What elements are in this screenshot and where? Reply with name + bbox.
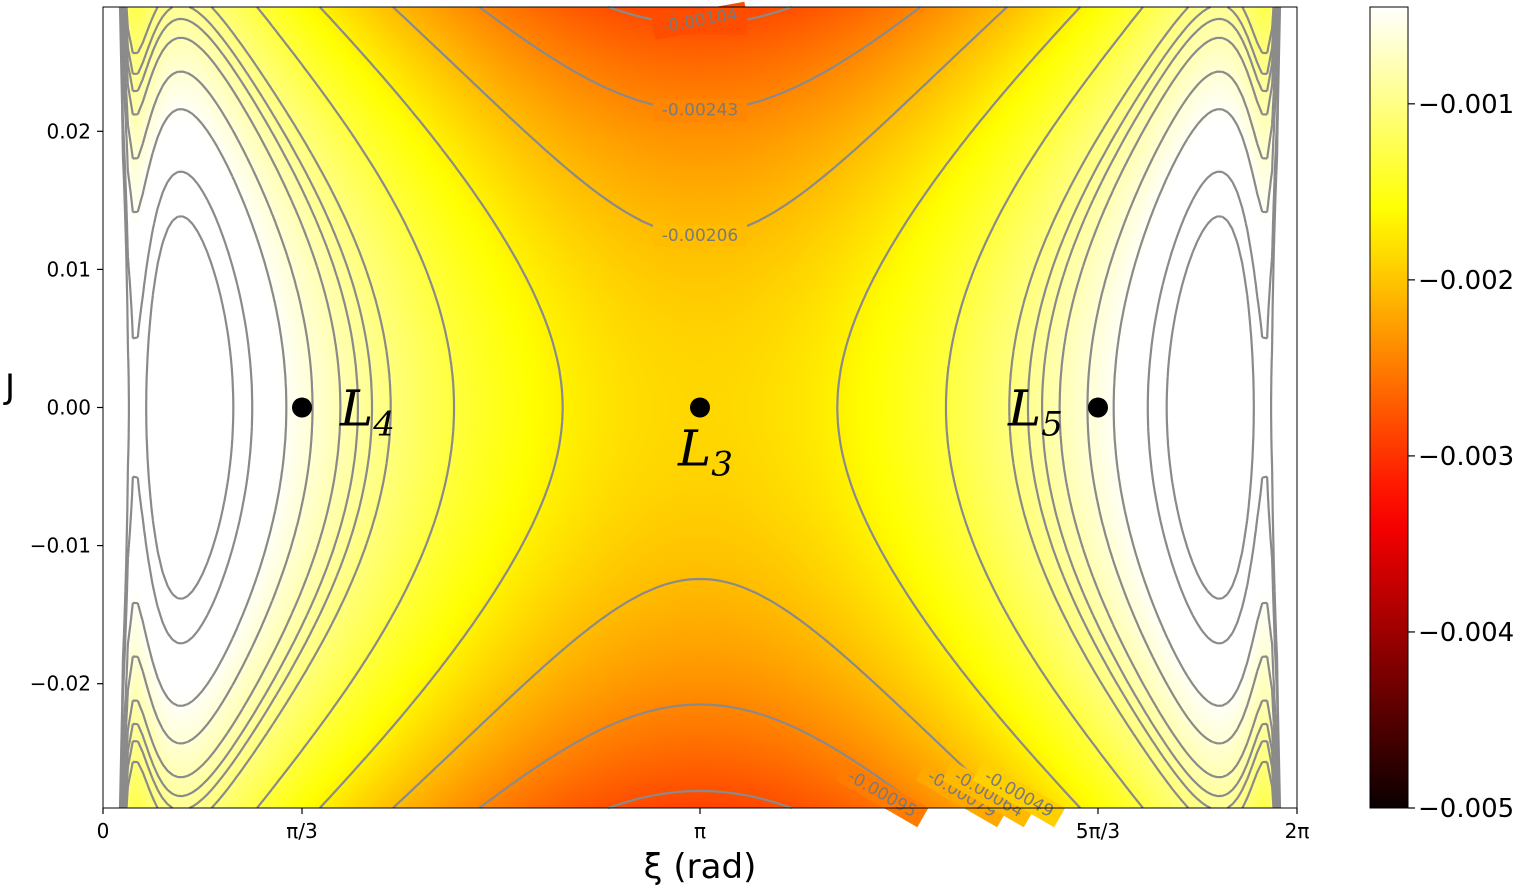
x-tick-label: π: [694, 819, 706, 843]
contour-label: -0.00243: [653, 99, 747, 122]
x-tick-label: 2π: [1285, 819, 1310, 843]
point-L5-marker: [1088, 397, 1108, 418]
colorbar: −0.001 −0.002 −0.003 −0.004 −0.005: [1369, 6, 1514, 824]
contour-line-4: [392, 6, 1008, 809]
y-axis-title: J: [3, 367, 15, 407]
x-tick-label: 5π/3: [1076, 819, 1120, 843]
contour-line-5: [319, 6, 1081, 809]
x-axis-title: ξ (rad): [644, 847, 757, 887]
y-tick-label: 0.02: [46, 119, 91, 143]
x-tick-label: 0: [97, 819, 110, 843]
contour-label-text: -0.00206: [662, 226, 738, 246]
colorbar-tick-label: −0.003: [1418, 442, 1514, 472]
colorbar-tick-label: −0.001: [1418, 90, 1514, 120]
axes: 0 π/3 π 5π/3 2π 0.02 0.01 0.00 −0.01 −0.02: [30, 6, 1310, 843]
contour-line-16: [123, 6, 1277, 809]
colorbar-gradient: [1369, 6, 1409, 809]
colorbar-ticks: −0.001 −0.002 −0.003 −0.004 −0.005: [1408, 90, 1514, 824]
contour-line-7: [125, 6, 1275, 809]
x-tick-label: π/3: [286, 819, 318, 843]
point-L3-marker: [690, 397, 710, 418]
point-L4-label: L4: [339, 380, 395, 445]
contour-line-15: [118, 6, 1282, 809]
colorbar-tick-label: −0.002: [1418, 266, 1514, 296]
contour-label-text: -0.00243: [662, 101, 738, 121]
contour-label: -0.00206: [653, 225, 747, 247]
equilibrium-points: L4 L3 L5: [292, 380, 1108, 485]
colorbar-tick-label: −0.004: [1418, 618, 1514, 648]
y-tick-label: 0.01: [46, 257, 91, 281]
colorbar-tick-label: −0.005: [1418, 794, 1514, 824]
point-L5-label: L5: [1007, 380, 1063, 445]
point-L3-label: L3: [677, 420, 733, 485]
point-L4-marker: [292, 397, 312, 418]
y-tick-label: 0.00: [46, 396, 91, 420]
plot-area: -0.00354-0.00317-0.00280-0.00243-0.00206…: [103, 1, 1297, 828]
y-tick-label: −0.01: [30, 534, 91, 558]
y-tick-label: −0.02: [30, 672, 91, 696]
